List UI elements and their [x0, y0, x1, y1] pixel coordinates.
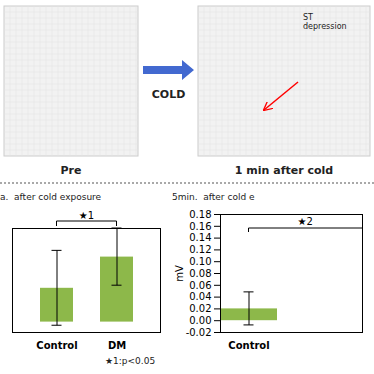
- svg-text:★2: ★2: [298, 216, 313, 227]
- html-text:a. after cold exposure: a. after cold exposure: [0, 192, 102, 202]
- svg-text:STdepression: STdepression: [303, 13, 347, 31]
- svg-text:0.10: 0.10: [189, 256, 211, 267]
- svg-text:-0.02: -0.02: [186, 327, 212, 338]
- svg-text:COLD: COLD: [152, 88, 186, 101]
- svg-text:0.18: 0.18: [189, 209, 211, 220]
- svg-text:0.04: 0.04: [189, 291, 211, 302]
- html-text:5min. after cold e: 5min. after cold e: [172, 192, 255, 202]
- svg-text:0.16: 0.16: [189, 221, 211, 232]
- svg-text:0.02: 0.02: [189, 303, 211, 314]
- svg-text:0.08: 0.08: [189, 268, 211, 279]
- svg-text:0.14: 0.14: [189, 232, 211, 243]
- svg-text:0.00: 0.00: [189, 315, 211, 326]
- svg-text:Control: Control: [36, 340, 77, 351]
- svg-text:Pre: Pre: [61, 164, 82, 177]
- svg-text:0.12: 0.12: [189, 244, 211, 255]
- svg-text:Control: Control: [228, 340, 269, 351]
- svg-text:0.06: 0.06: [189, 280, 211, 291]
- html-text:★1:p<0.05: ★1:p<0.05: [105, 356, 156, 366]
- svg-text:1 min after cold: 1 min after cold: [235, 164, 333, 177]
- svg-text:★1: ★1: [79, 210, 94, 221]
- svg-text:mV: mV: [174, 265, 185, 282]
- svg-text:DM: DM: [108, 340, 126, 351]
